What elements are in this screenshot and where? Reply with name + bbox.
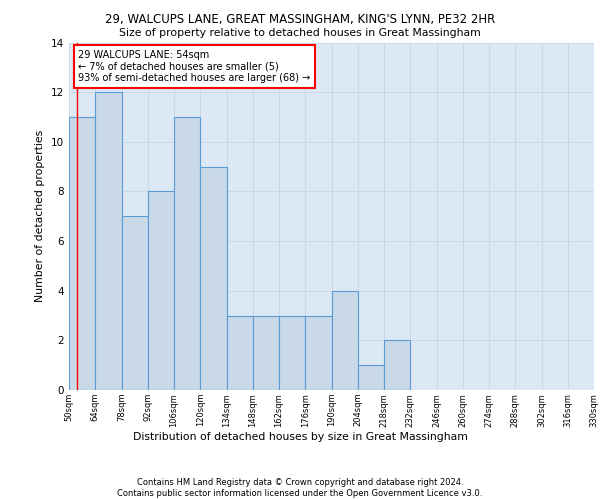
Bar — [358, 365, 384, 390]
Text: 29, WALCUPS LANE, GREAT MASSINGHAM, KING'S LYNN, PE32 2HR: 29, WALCUPS LANE, GREAT MASSINGHAM, KING… — [105, 12, 495, 26]
Bar — [148, 192, 174, 390]
Text: Distribution of detached houses by size in Great Massingham: Distribution of detached houses by size … — [133, 432, 467, 442]
Bar — [200, 166, 227, 390]
Bar — [331, 290, 358, 390]
Bar — [174, 117, 200, 390]
Bar — [227, 316, 253, 390]
Bar — [305, 316, 331, 390]
Text: 29 WALCUPS LANE: 54sqm
← 7% of detached houses are smaller (5)
93% of semi-detac: 29 WALCUPS LANE: 54sqm ← 7% of detached … — [79, 50, 311, 83]
Bar — [121, 216, 148, 390]
Bar — [279, 316, 305, 390]
Bar — [95, 92, 121, 390]
Bar — [253, 316, 279, 390]
Y-axis label: Number of detached properties: Number of detached properties — [35, 130, 46, 302]
Text: Size of property relative to detached houses in Great Massingham: Size of property relative to detached ho… — [119, 28, 481, 38]
Bar — [69, 117, 95, 390]
Bar — [384, 340, 410, 390]
Text: Contains HM Land Registry data © Crown copyright and database right 2024.
Contai: Contains HM Land Registry data © Crown c… — [118, 478, 482, 498]
